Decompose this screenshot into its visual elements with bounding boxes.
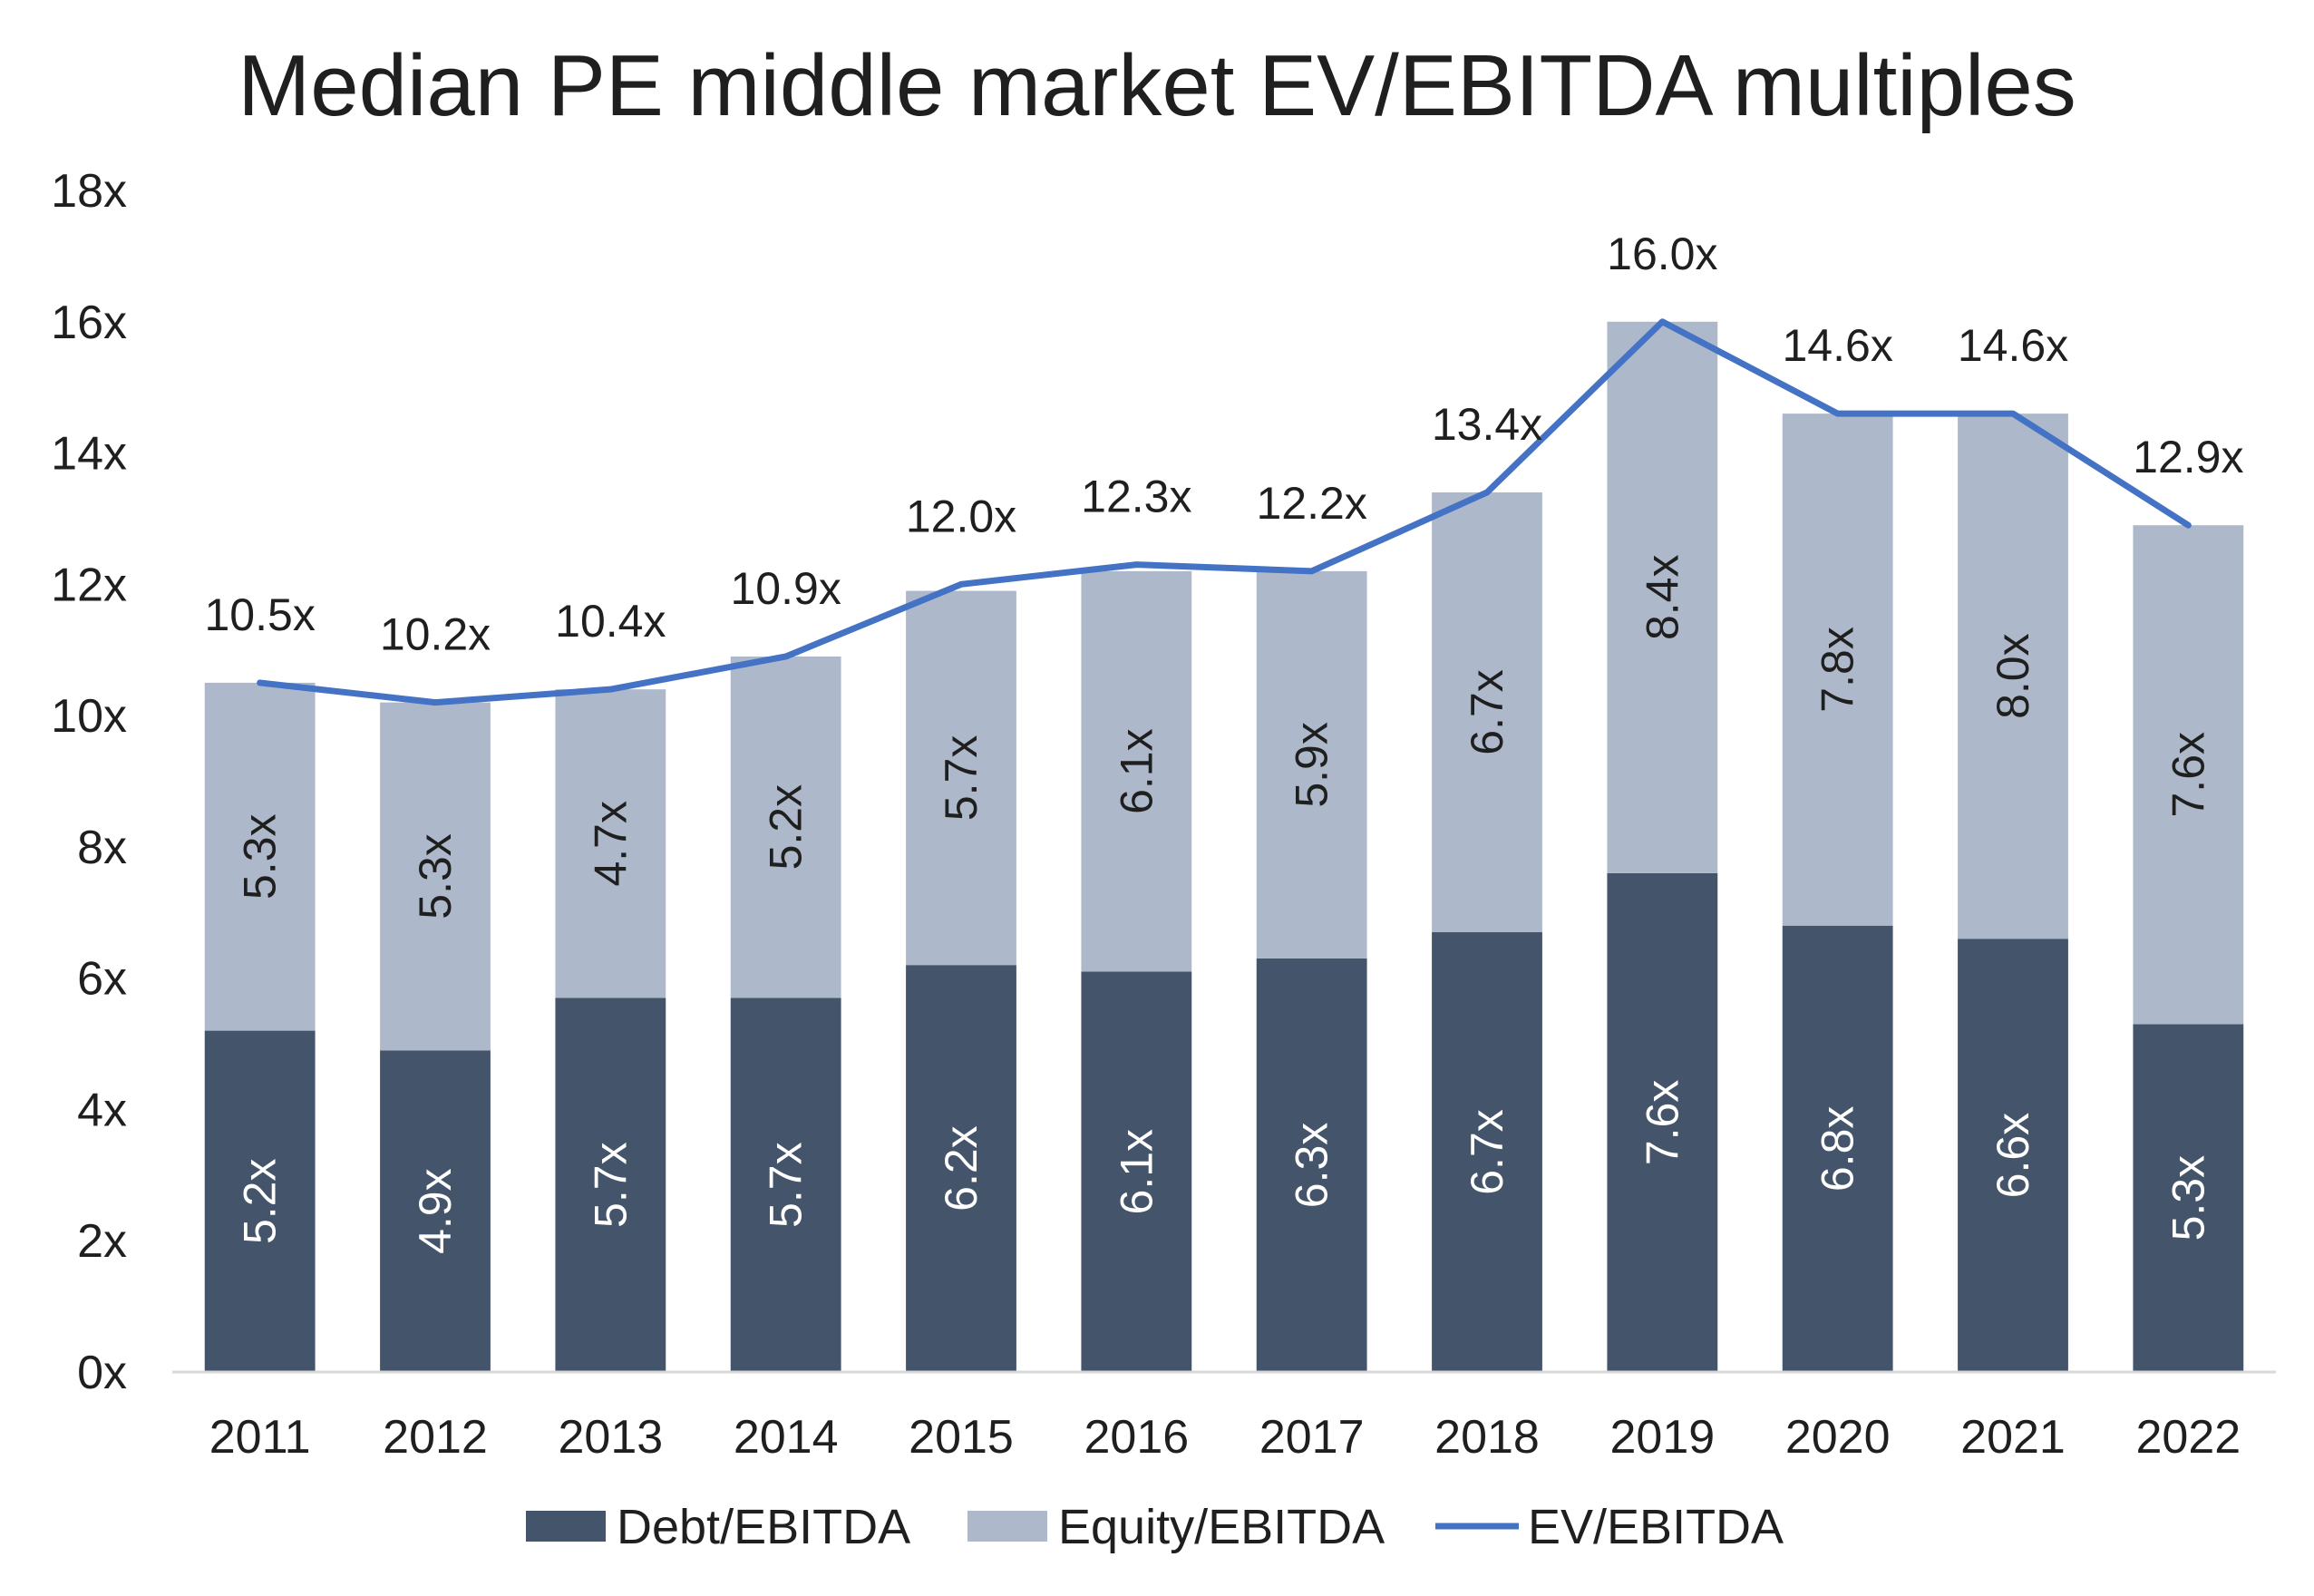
bar-debt-ebitda (380, 1050, 491, 1372)
data-label-ev: 14.6x (1958, 320, 2068, 371)
bar-debt-ebitda (730, 998, 841, 1372)
bar-equity-ebitda (2133, 525, 2244, 1025)
y-tick-label: 8x (77, 822, 127, 874)
bar-debt-ebitda (2133, 1024, 2244, 1372)
data-label-ev: 10.9x (731, 563, 841, 614)
bar-debt-ebitda (1782, 925, 1893, 1372)
data-label-equity: 5.9x (1287, 722, 1337, 808)
bar-debt-ebitda (1256, 958, 1367, 1372)
legend-label-ev: EV/EBITDA (1528, 1500, 1784, 1554)
x-tick-label: 2021 (1960, 1411, 2066, 1464)
bar-equity-ebitda (1256, 570, 1367, 959)
data-label-ev: 10.2x (380, 609, 491, 660)
bar-debt-ebitda (1432, 931, 1542, 1372)
data-label-equity: 8.0x (1988, 633, 2038, 719)
y-tick-label: 12x (51, 559, 127, 611)
x-tick-label: 2015 (909, 1411, 1014, 1464)
x-tick-label: 2020 (1785, 1411, 1891, 1464)
data-label-debt: 6.8x (1813, 1106, 1863, 1192)
x-tick-label: 2017 (1259, 1411, 1365, 1464)
x-tick-label: 2018 (1434, 1411, 1540, 1464)
bar-equity-ebitda (380, 702, 491, 1051)
x-tick-label: 2016 (1084, 1411, 1189, 1464)
data-label-debt: 6.3x (1287, 1123, 1337, 1209)
data-label-equity: 7.6x (2163, 732, 2213, 818)
x-tick-label: 2022 (2135, 1411, 2241, 1464)
x-tick-label: 2019 (1609, 1411, 1715, 1464)
data-label-equity: 8.4x (1637, 555, 1687, 641)
data-label-debt: 5.3x (2163, 1155, 2213, 1241)
bar-equity-ebitda (1958, 414, 2068, 939)
y-tick-label: 2x (77, 1215, 127, 1268)
y-tick-label: 4x (77, 1084, 127, 1136)
data-label-debt: 4.9x (410, 1168, 461, 1254)
bar-equity-ebitda (1607, 321, 1718, 873)
bar-debt-ebitda (204, 1030, 316, 1372)
data-label-debt: 6.2x (936, 1125, 987, 1212)
line-ev-ebitda (257, 318, 2192, 706)
data-label-equity: 4.7x (585, 801, 636, 887)
data-label-ev: 10.4x (555, 596, 666, 647)
x-tick-label: 2011 (209, 1411, 311, 1464)
data-label-debt: 7.6x (1637, 1080, 1687, 1166)
data-label-equity: 7.8x (1813, 627, 1863, 713)
y-tick-label: 0x (77, 1347, 127, 1399)
data-label-equity: 5.2x (761, 784, 812, 871)
y-tick-label: 16x (51, 297, 127, 349)
bar-equity-ebitda (204, 682, 316, 1031)
legend-swatch-equity (967, 1511, 1047, 1542)
data-label-equity: 5.3x (410, 833, 461, 920)
bar-equity-ebitda (1081, 570, 1192, 972)
data-label-debt: 6.7x (1462, 1109, 1512, 1195)
legend-label-equity: Equity/EBITDA (1058, 1500, 1385, 1554)
legend-swatch-debt (526, 1511, 606, 1542)
chart-title: Median PE middle market EV/EBITDA multip… (238, 37, 2076, 134)
data-label-equity: 6.1x (1111, 728, 1162, 814)
bar-debt-ebitda (555, 998, 666, 1372)
data-label-ev: 12.3x (1081, 472, 1191, 522)
bar-equity-ebitda (555, 689, 666, 998)
data-label-ev: 16.0x (1607, 229, 1717, 279)
y-tick-label: 6x (77, 953, 127, 1006)
x-tick-label: 2012 (383, 1411, 488, 1464)
bar-debt-ebitda (1607, 872, 1718, 1372)
bar-debt-ebitda (1081, 971, 1192, 1372)
data-label-debt: 5.7x (761, 1142, 812, 1228)
y-tick-label: 18x (51, 165, 127, 218)
data-label-equity: 5.3x (235, 813, 286, 900)
data-label-debt: 5.2x (235, 1159, 286, 1245)
data-label-debt: 6.1x (1111, 1129, 1162, 1215)
data-label-debt: 5.7x (585, 1142, 636, 1228)
data-label-ev: 14.6x (1783, 320, 1893, 371)
bar-equity-ebitda (730, 656, 841, 998)
data-label-equity: 6.7x (1462, 669, 1512, 755)
data-label-equity: 5.7x (936, 735, 987, 822)
y-tick-label: 10x (51, 690, 127, 743)
x-tick-label: 2014 (734, 1411, 839, 1464)
bar-equity-ebitda (1432, 491, 1542, 932)
bar-equity-ebitda (906, 590, 1016, 966)
legend-label-debt: Debt/EBITDA (617, 1500, 910, 1554)
bar-debt-ebitda (906, 965, 1016, 1372)
data-label-ev: 12.2x (1257, 478, 1367, 529)
bar-debt-ebitda (1958, 939, 2068, 1372)
data-label-debt: 6.6x (1988, 1113, 2038, 1199)
x-tick-label: 2013 (558, 1411, 663, 1464)
data-label-ev: 12.9x (2133, 432, 2243, 482)
data-label-ev: 10.5x (205, 589, 316, 640)
bar-equity-ebitda (1782, 414, 1893, 926)
data-label-ev: 13.4x (1432, 399, 1542, 450)
data-label-ev: 12.0x (906, 491, 1016, 541)
y-tick-label: 14x (51, 428, 127, 481)
